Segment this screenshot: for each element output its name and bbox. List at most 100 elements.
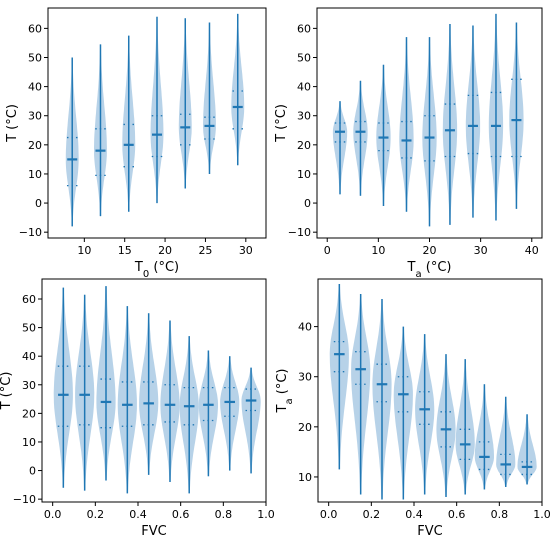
x-tick-label: 20 [423,244,437,257]
x-tick-label: 0.0 [320,508,338,521]
y-axis-label: T (°C) [0,372,14,411]
violin [509,22,524,209]
violin [422,37,437,227]
y-tick-label: 20 [22,407,36,420]
violin [474,384,494,490]
x-tick-label: 0.6 [172,508,190,521]
violin [231,13,245,166]
violin [179,336,199,494]
y-tick-label: 10 [298,471,312,484]
panel-fvc-t: 0.0 0.2 0.4 0.6 0.8 1.0 −10 0 10 20 30 40 50 60 FVC T (… [0,278,275,537]
violin [220,356,240,471]
axes-frame [317,278,543,503]
violin [415,334,435,495]
y-tick-label: −10 [19,226,42,239]
y-tick-label: 0 [29,465,36,478]
y-tick-label: 10 [22,436,36,449]
violin [455,359,475,495]
y-tick-label: 50 [297,51,311,64]
y-tick-label: 30 [28,110,42,123]
y-axis-label: T (°C) [5,104,20,143]
violin [393,326,413,500]
violin [122,35,136,212]
axes-frame [47,7,267,239]
violin [117,306,137,494]
violin [329,284,349,470]
y-axis-label: T (°C) [274,104,289,143]
violin [442,24,458,225]
x-tick-label: 0.8 [215,508,233,521]
x-tick-label: 1.0 [257,508,275,521]
y-tick-label: 50 [22,322,36,335]
y-tick-label: 20 [28,139,42,152]
y-axis-label: Ta (°C) [275,369,295,414]
panel-ta: 0 10 20 30 40 −10 0 10 20 30 40 50 60 Ta (°C) T (°C) [274,7,543,280]
violin [178,18,192,189]
y-tick-label: 0 [35,197,42,210]
violin [436,354,456,497]
violin [372,299,392,500]
violin [351,294,371,495]
y-tick-label: 10 [28,168,42,181]
x-tick-label: 15 [118,244,132,257]
y-tick-label: 40 [28,81,42,94]
x-tick-label: 10 [371,244,385,257]
x-tick-label: 1.0 [533,508,550,521]
y-tick-label: 0 [304,197,311,210]
x-tick-label: 0.4 [405,508,423,521]
violin [496,396,516,487]
violin [376,64,391,206]
x-tick-label: 0 [324,244,331,257]
violin [75,294,95,491]
violin [465,25,481,218]
x-tick-label: 40 [525,244,539,257]
x-tick-label: 0.8 [491,508,509,521]
violin [241,367,261,474]
panel-t0: 10 15 20 25 30 −10 0 10 20 30 40 50 60 T0 (°C) T (°C) [5,7,267,280]
x-tick-label: 0.6 [448,508,466,521]
x-tick-label: 0.4 [129,508,147,521]
violin [353,80,368,196]
x-tick-label: 30 [474,244,488,257]
y-tick-label: −10 [288,226,311,239]
x-axis-label: FVC [417,524,442,537]
x-tick-label: 0.0 [44,508,62,521]
violin [203,22,216,174]
x-axis-label: Ta (°C) [407,260,452,280]
x-tick-label: 30 [239,244,253,257]
x-tick-label: 0.2 [363,508,381,521]
violin [198,350,218,477]
y-tick-label: 30 [22,379,36,392]
violin [517,414,537,485]
violin [399,37,414,212]
violin [53,287,73,488]
violin [65,57,79,227]
y-tick-label: 40 [297,81,311,94]
y-tick-label: 40 [22,350,36,363]
y-tick-label: 30 [297,110,311,123]
x-axis-label: T0 (°C) [134,260,179,280]
y-tick-label: 40 [298,321,312,334]
x-tick-label: 20 [158,244,172,257]
violin [96,286,116,481]
axes-frame [41,278,267,503]
x-tick-label: 10 [77,244,91,257]
y-tick-label: 60 [297,22,311,35]
x-axis-label: FVC [141,524,166,537]
y-tick-label: 20 [298,421,312,434]
violin [94,44,107,217]
violin [332,101,348,195]
x-tick-label: 0.2 [87,508,105,521]
violin [160,320,180,482]
y-tick-label: 50 [28,51,42,64]
violin [150,16,164,204]
y-tick-label: 30 [298,371,312,384]
y-tick-label: −10 [13,493,36,506]
y-tick-label: 60 [28,22,42,35]
violin [488,13,504,221]
y-tick-label: 60 [22,293,36,306]
panel-fvc-ta: 0.0 0.2 0.4 0.6 0.8 1.0 10 20 30 40 FVC Ta (°C) [275,278,550,537]
x-tick-label: 25 [198,244,212,257]
y-tick-label: 20 [297,139,311,152]
